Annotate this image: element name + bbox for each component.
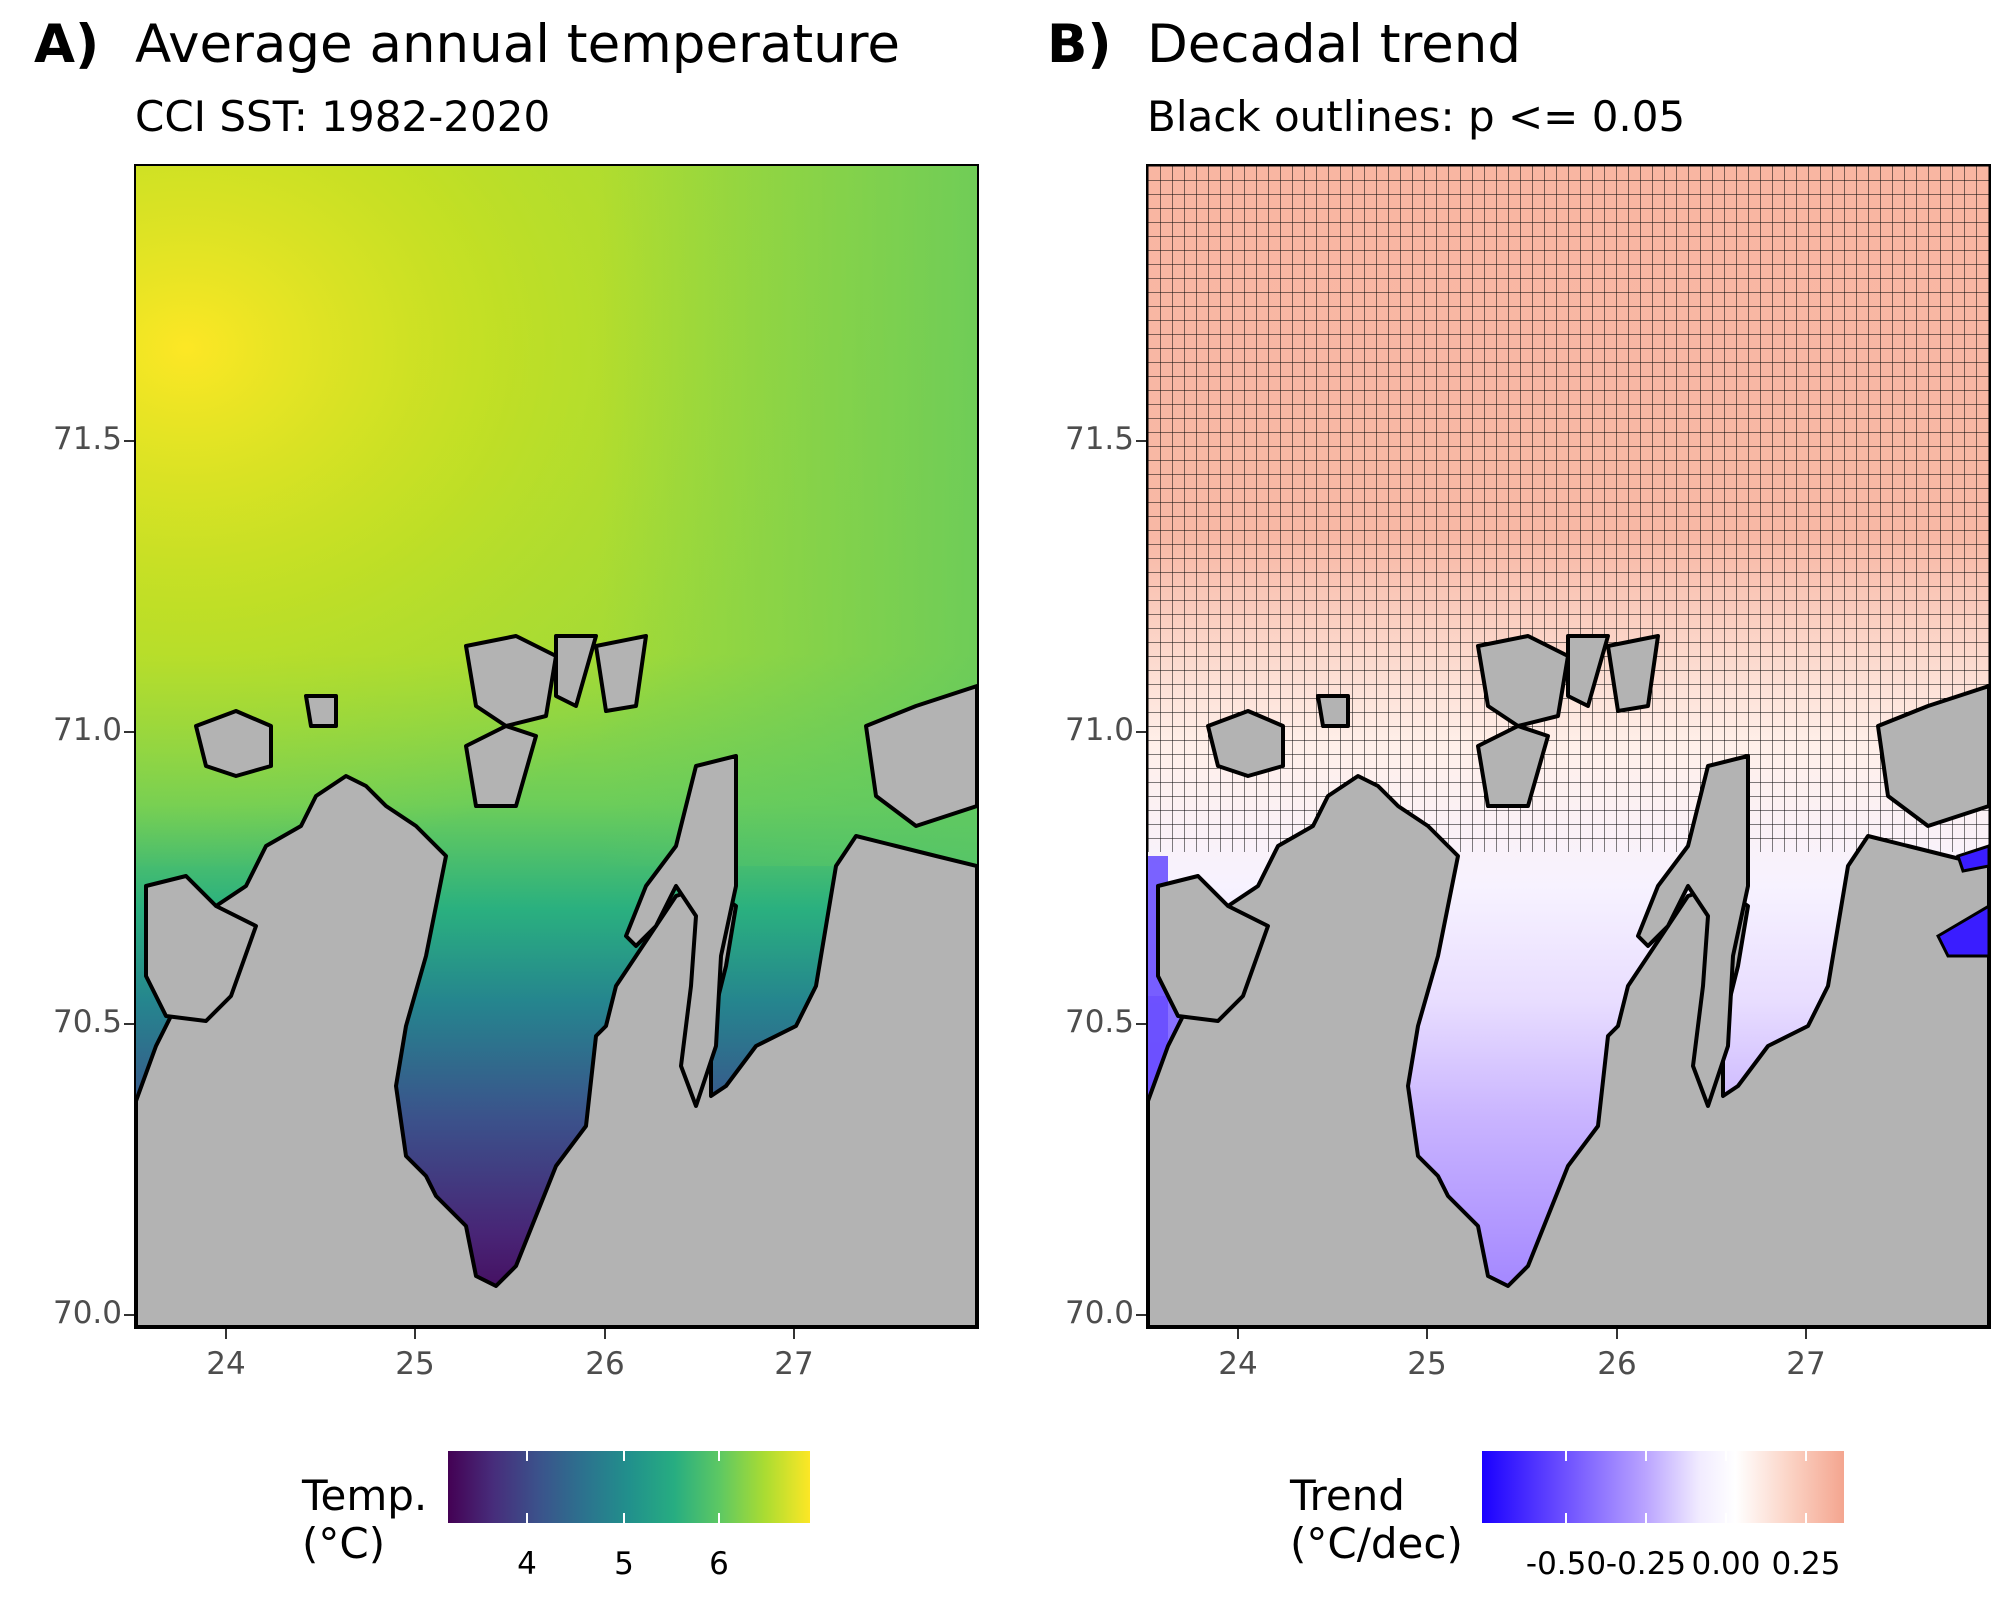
colorbar-tick bbox=[1565, 1451, 1567, 1461]
colorbar-tick bbox=[623, 1451, 625, 1461]
panel-b-subtitle: Black outlines: p <= 0.05 bbox=[1147, 92, 1686, 141]
y-tick bbox=[124, 731, 134, 733]
panel-b-title: Decadal trend bbox=[1147, 14, 1521, 75]
x-tick bbox=[1805, 1329, 1807, 1339]
y-tick-label: 70.0 bbox=[52, 1295, 122, 1331]
temp-legend-title: Temp. (°C) bbox=[302, 1472, 427, 1568]
x-tick-label: 27 bbox=[774, 1346, 814, 1382]
x-tick bbox=[1237, 1329, 1239, 1339]
colorbar-tick bbox=[1645, 1513, 1647, 1523]
temp-legend-title-line1: Temp. bbox=[302, 1471, 428, 1520]
x-tick-label: 26 bbox=[585, 1346, 625, 1382]
y-tick-label: 71.5 bbox=[1064, 421, 1134, 457]
trend-legend-label: 0.00 bbox=[1691, 1546, 1761, 1582]
y-tick bbox=[1136, 1023, 1146, 1025]
x-tick-label: 25 bbox=[1407, 1346, 1447, 1382]
panel-b-tag: B) bbox=[1047, 14, 1112, 75]
colorbar-tick bbox=[526, 1451, 528, 1461]
trend-legend-label: -0.25 bbox=[1605, 1546, 1687, 1582]
map-panel-a bbox=[134, 164, 979, 1329]
temp-legend-label: 5 bbox=[614, 1546, 634, 1582]
colorbar-tick bbox=[526, 1513, 528, 1523]
panel-a-subtitle: CCI SST: 1982-2020 bbox=[135, 92, 551, 141]
x-tick bbox=[414, 1329, 416, 1339]
panel-a-tag: A) bbox=[34, 14, 100, 75]
x-tick bbox=[604, 1329, 606, 1339]
y-tick-label: 70.0 bbox=[1064, 1295, 1134, 1331]
y-tick-label: 71.0 bbox=[1064, 712, 1134, 748]
significance-grid bbox=[1148, 166, 1989, 852]
y-tick-label: 70.5 bbox=[1064, 1004, 1134, 1040]
x-tick-label: 24 bbox=[1218, 1346, 1258, 1382]
land-mass bbox=[136, 634, 977, 1327]
temperature-map bbox=[136, 166, 977, 1327]
x-tick-label: 24 bbox=[206, 1346, 246, 1382]
colorbar-tick bbox=[718, 1513, 720, 1523]
y-tick bbox=[124, 440, 134, 442]
x-tick-label: 25 bbox=[395, 1346, 435, 1382]
y-tick-label: 70.5 bbox=[52, 1004, 122, 1040]
x-tick-label: 27 bbox=[1786, 1346, 1826, 1382]
x-tick bbox=[1426, 1329, 1428, 1339]
temp-legend-label: 4 bbox=[517, 1546, 537, 1582]
trend-legend-title: Trend (°C/dec) bbox=[1290, 1472, 1463, 1568]
y-tick bbox=[1136, 440, 1146, 442]
land-mass bbox=[1148, 634, 1989, 1327]
temp-colorbar bbox=[448, 1451, 810, 1523]
trend-legend-label: 0.25 bbox=[1771, 1546, 1841, 1582]
colorbar-tick bbox=[1805, 1451, 1807, 1461]
trend-legend-title-line2: (°C/dec) bbox=[1290, 1519, 1463, 1568]
colorbar-tick bbox=[1725, 1451, 1727, 1461]
y-tick bbox=[1136, 1314, 1146, 1316]
x-tick-label: 26 bbox=[1597, 1346, 1637, 1382]
colorbar-tick bbox=[1725, 1513, 1727, 1523]
y-tick-label: 71.0 bbox=[52, 712, 122, 748]
y-tick-label: 71.5 bbox=[52, 421, 122, 457]
x-tick bbox=[1616, 1329, 1618, 1339]
temp-legend-title-line2: (°C) bbox=[302, 1519, 386, 1568]
colorbar-tick bbox=[1805, 1513, 1807, 1523]
x-tick bbox=[225, 1329, 227, 1339]
colorbar-tick bbox=[1565, 1513, 1567, 1523]
temp-legend-label: 6 bbox=[709, 1546, 729, 1582]
colorbar-tick bbox=[718, 1451, 720, 1461]
x-tick bbox=[793, 1329, 795, 1339]
map-panel-b bbox=[1146, 164, 1991, 1329]
panel-a-title: Average annual temperature bbox=[135, 14, 900, 75]
colorbar-tick bbox=[623, 1513, 625, 1523]
trend-map bbox=[1148, 166, 1989, 1327]
trend-colorbar bbox=[1482, 1451, 1844, 1523]
y-tick bbox=[124, 1023, 134, 1025]
y-tick bbox=[1136, 731, 1146, 733]
colorbar-tick bbox=[1645, 1451, 1647, 1461]
trend-legend-label: -0.50 bbox=[1525, 1546, 1607, 1582]
y-tick bbox=[124, 1314, 134, 1316]
trend-legend-title-line1: Trend bbox=[1290, 1471, 1405, 1520]
